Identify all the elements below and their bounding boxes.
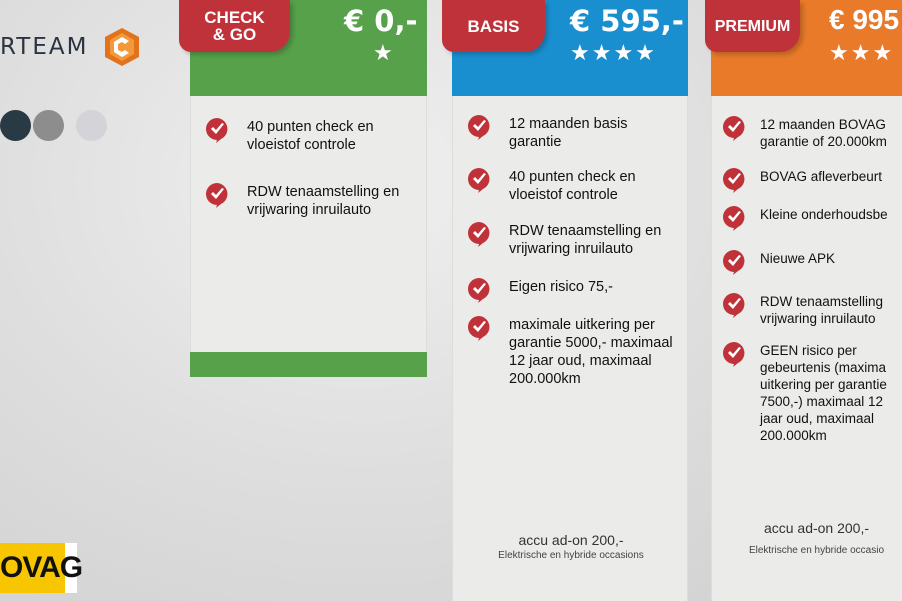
check-icon (723, 116, 745, 141)
feature-text: RDW tenaamstelling en vrijwaring inruila… (509, 223, 662, 257)
tag-line-1: CHECK (204, 8, 265, 27)
brand-logo-text: RTEAM (0, 34, 89, 60)
check-icon (723, 206, 745, 231)
feature-text: RDW tenaamstelling vrijwaring inruilauto (760, 294, 884, 326)
feature-text: maximale uitkering per garantie 5000,- m… (509, 317, 673, 387)
addon-label: accu ad-on 200,- (763, 520, 870, 536)
check-icon (468, 278, 490, 303)
feature-text: Kleine onderhoudsbe (760, 207, 888, 222)
slider-dot-3[interactable] (76, 110, 107, 141)
check-icon (468, 168, 490, 193)
check-icon (723, 293, 745, 318)
card-footer-bar (190, 352, 427, 377)
check-icon (723, 250, 745, 275)
feature-text: Nieuwe APK (760, 251, 836, 266)
bovag-logo: OVAG (0, 543, 83, 593)
feature-text: BOVAG afleverbeurt (760, 169, 883, 184)
feature-text: 12 maanden basis garantie (509, 116, 628, 150)
slider-dot-2[interactable] (33, 110, 64, 141)
feature-text: Eigen risico 75,- (509, 279, 613, 295)
feature-text: 40 punten check en vloeistof controle (509, 169, 636, 203)
package-price: € 995 (829, 4, 900, 35)
check-icon (468, 316, 490, 341)
addon-note: Elektrische en hybride occasio (748, 545, 885, 556)
slider-dot-1[interactable] (0, 110, 31, 141)
check-icon (723, 168, 745, 193)
tag-line-2: & GO (212, 25, 257, 44)
package-card-check-go: 40 punten check en vloeistof controle RDW… (190, 0, 427, 377)
card-body: 12 maanden BOVAG garantie of 20.000km BOV… (711, 96, 902, 601)
addon-note: Elektrische en hybride occasions (498, 550, 644, 561)
check-icon (723, 342, 745, 367)
package-tag-check-go: CHECK & GO (179, 0, 290, 52)
package-card-basis: 12 maanden basis garantie 40 punten check… (452, 0, 688, 601)
package-stars: ★★★★ (570, 40, 657, 65)
package-price: € 595,- (570, 4, 684, 38)
bovag-logo-text: OVAG (0, 543, 83, 593)
feature-text: 12 maanden BOVAG garantie of 20.000km (760, 117, 887, 149)
card-body: 40 punten check en vloeistof controle RDW… (190, 96, 427, 352)
check-icon (468, 115, 490, 140)
feature-text: RDW tenaamstelling en vrijwaring inruila… (247, 184, 400, 218)
feature-text: 40 punten check en vloeistof controle (247, 119, 374, 153)
package-card-premium: 12 maanden BOVAG garantie of 20.000km BOV… (711, 0, 902, 601)
package-stars: ★ (373, 40, 395, 65)
brand-logo-icon (105, 28, 139, 66)
package-stars: ★★★ (829, 40, 895, 65)
card-body: 12 maanden basis garantie 40 punten check… (452, 96, 688, 601)
check-icon (206, 183, 228, 208)
package-tag-basis: BASIS (442, 0, 545, 52)
check-icon (468, 222, 490, 247)
package-price: € 0,- (344, 4, 418, 38)
package-tag-premium: PREMIUM (705, 0, 800, 52)
addon-label: accu ad-on 200,- (518, 532, 624, 548)
check-icon (206, 118, 228, 143)
feature-text: GEEN risico per gebeurtenis (maxima uitk… (760, 343, 887, 443)
